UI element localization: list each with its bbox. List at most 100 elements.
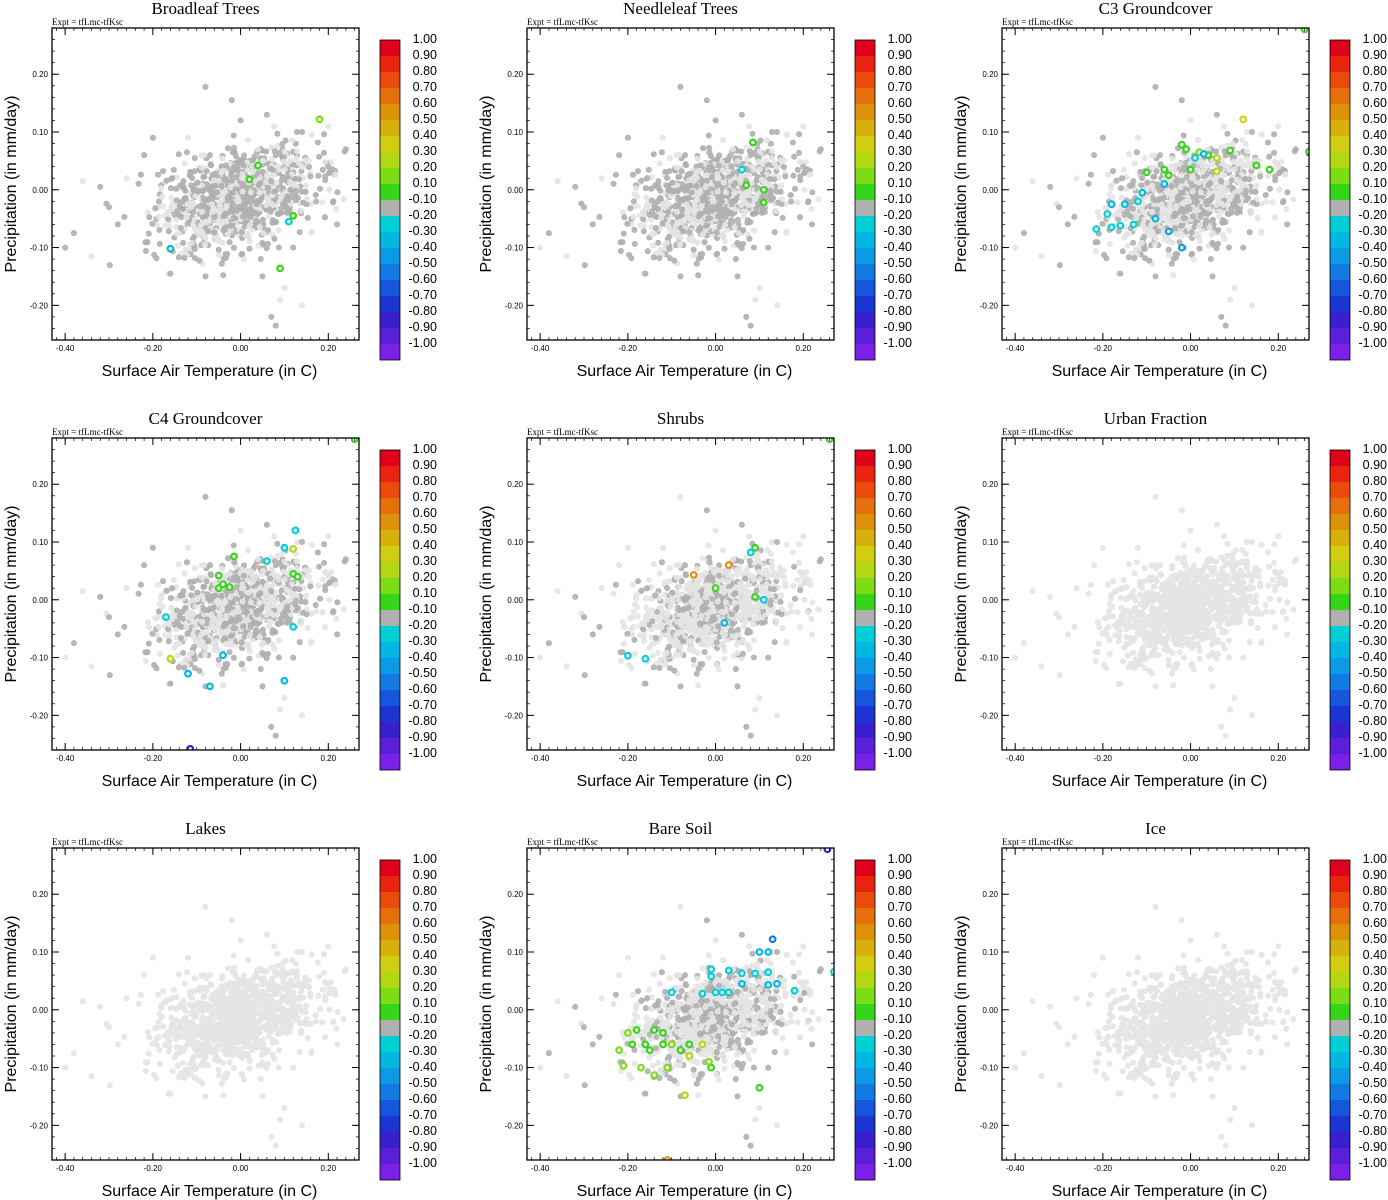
scatter-point	[305, 574, 312, 581]
scatter-point	[1203, 162, 1210, 169]
colorbar-label: -0.40	[1359, 240, 1388, 254]
scatter-point	[223, 251, 230, 258]
scatter-point	[724, 168, 731, 175]
colorbar-swatch	[855, 200, 875, 216]
scatter-point	[196, 257, 203, 264]
scatter-point	[743, 200, 750, 207]
scatter-point	[656, 254, 663, 261]
scatter-point	[752, 296, 759, 303]
scatter-point	[1056, 262, 1063, 269]
scatter-point	[218, 607, 225, 614]
scatter-point	[797, 214, 804, 221]
scatter-point	[200, 597, 207, 604]
scatter-point	[268, 313, 275, 320]
scatter-point	[689, 189, 696, 196]
scatter-point	[342, 146, 349, 153]
scatter-point	[183, 149, 190, 156]
scatter-point	[165, 209, 172, 216]
scatter-point	[1103, 255, 1110, 262]
scatter-point	[1117, 270, 1124, 277]
scatter-point	[1275, 163, 1282, 170]
scatter-point	[817, 146, 824, 153]
scatter-point	[1230, 201, 1237, 208]
scatter-point	[713, 229, 720, 236]
colorbar-label: 0.30	[413, 144, 437, 158]
x-tick-label: 0.20	[1271, 344, 1287, 353]
scatter-point	[1118, 194, 1125, 201]
scatter-point	[1047, 183, 1054, 190]
scatter-point	[300, 609, 307, 616]
colorbar-swatch	[855, 264, 875, 280]
scatter-point	[655, 239, 662, 246]
colored-point	[738, 165, 746, 174]
scatter-point	[1272, 214, 1279, 221]
scatter-point	[699, 231, 706, 238]
colorbar-swatch	[1330, 312, 1350, 328]
colored-point	[1239, 115, 1248, 124]
scatter-point	[152, 615, 159, 622]
scatter-point	[1263, 198, 1270, 205]
scatter-point	[703, 177, 710, 184]
colorbar-label: 0.20	[1363, 160, 1387, 174]
colorbar-swatch	[855, 56, 875, 72]
scatter-point	[275, 244, 282, 251]
scatter-point	[201, 583, 208, 590]
scatter-point	[686, 229, 693, 236]
scatter-point	[263, 604, 270, 611]
colorbar-label: -0.40	[884, 240, 913, 254]
scatter-point	[1113, 177, 1120, 184]
scatter-point	[783, 131, 790, 138]
scatter-point	[711, 206, 718, 213]
scatter-point	[1099, 220, 1106, 227]
scatter-point	[1092, 247, 1099, 254]
scatter-point	[169, 175, 176, 182]
scatter-point	[1155, 228, 1162, 235]
scatter-point	[275, 210, 282, 217]
scatter-point	[259, 239, 266, 246]
scatter-point	[292, 191, 299, 198]
scatter-point	[1203, 217, 1210, 224]
scatter-point	[1110, 168, 1117, 175]
scatter-point	[1133, 149, 1140, 156]
y-tick-label: -0.20	[980, 301, 999, 310]
scatter-point	[1196, 245, 1203, 252]
scatter-point	[227, 184, 234, 191]
scatter-point	[201, 173, 208, 180]
scatter-point	[1276, 169, 1283, 176]
scatter-point	[1012, 244, 1019, 251]
scatter-point	[1267, 185, 1274, 192]
colorbar-swatch	[1330, 136, 1350, 152]
scatter-point	[740, 227, 747, 234]
scatter-point	[1206, 224, 1213, 231]
scatter-point	[721, 245, 728, 252]
scatter-point	[682, 161, 689, 168]
scatter-point	[1171, 218, 1178, 225]
scatter-point	[278, 192, 285, 199]
scatter-point	[738, 194, 745, 201]
scatter-point	[238, 251, 245, 258]
scatter-point	[275, 621, 282, 628]
colorbar-swatch	[1330, 120, 1350, 136]
colorbar-label: -0.80	[1359, 304, 1388, 318]
scatter-point	[715, 256, 722, 263]
scatter-point	[1213, 111, 1220, 118]
colored-point	[1265, 165, 1274, 174]
scatter-point	[174, 242, 181, 249]
colored-point	[1199, 150, 1208, 158]
scatter-point	[1073, 175, 1080, 182]
scatter-point	[159, 193, 166, 200]
colorbar-label: -0.10	[884, 192, 913, 206]
scatter-point	[1221, 219, 1228, 226]
scatter-point	[659, 201, 666, 208]
scatter-point	[198, 164, 205, 171]
scatter-point	[222, 211, 229, 218]
scatter-point	[1178, 222, 1185, 229]
scatter-point	[178, 624, 185, 631]
scatter-point	[1151, 173, 1158, 180]
scatter-point	[191, 565, 198, 572]
scatter-point	[142, 658, 149, 665]
scatter-points	[537, 83, 824, 329]
scatter-point	[1128, 213, 1135, 220]
scatter-point	[315, 172, 322, 179]
